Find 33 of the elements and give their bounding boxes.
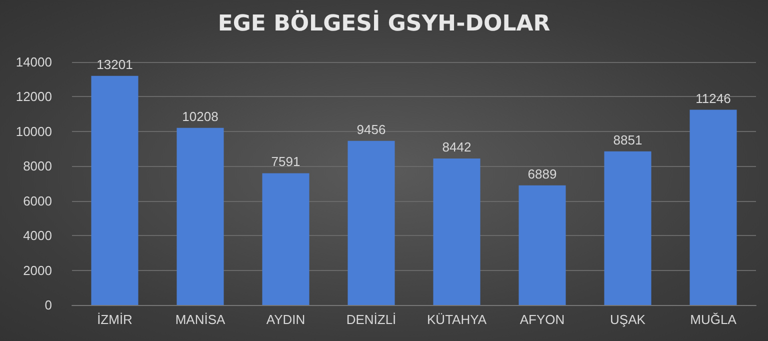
x-tick-label: UŞAK: [610, 312, 646, 327]
chart-title: EGE BÖLGESİ GSYH-DOLAR: [218, 10, 550, 36]
x-tick-label: MANİSA: [175, 312, 226, 327]
y-tick-label: 12000: [16, 89, 52, 104]
bar: [690, 110, 737, 305]
data-label: 6889: [528, 166, 557, 182]
y-tick-label: 8000: [23, 158, 52, 174]
bar: [176, 128, 224, 305]
y-tick-label: 10000: [16, 124, 52, 139]
bar: [348, 140, 395, 305]
bar: [262, 173, 310, 305]
data-label: 9456: [356, 122, 386, 137]
data-label: 11246: [696, 90, 731, 106]
y-tick-label: 0: [44, 298, 52, 312]
data-label: 10208: [182, 108, 218, 124]
y-tick-label: 6000: [23, 193, 52, 208]
bar: [518, 185, 566, 305]
x-tick-label: DENİZLİ: [346, 312, 396, 327]
data-label: 13201: [96, 56, 133, 72]
x-tick-label: MUĞLA: [690, 312, 737, 327]
y-tick-label: 14000: [16, 54, 52, 70]
bar: [604, 151, 652, 305]
data-label: 8442: [442, 139, 472, 154]
bar: [91, 76, 138, 305]
x-tick-label: AYDIN: [266, 312, 306, 327]
x-tick-label: İZMİR: [97, 312, 132, 327]
y-tick-label: 4000: [23, 228, 52, 244]
bar: [433, 158, 480, 305]
x-tick-label: KÜTAHYA: [427, 312, 487, 327]
data-label: 8851: [613, 132, 642, 148]
data-label: 7591: [271, 154, 300, 170]
x-tick-label: AFYON: [520, 312, 565, 327]
y-tick-label: 2000: [23, 262, 52, 278]
